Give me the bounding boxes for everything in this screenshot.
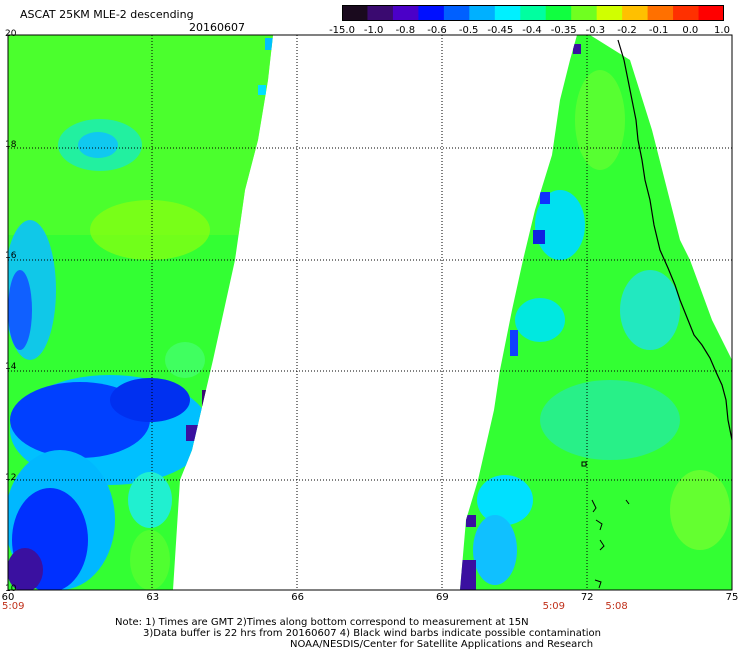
colorbar-swatch [673,5,700,21]
colorbar-swatch [571,5,598,21]
note-line-1: Note: 1) Times are GMT 2)Times along bot… [115,617,529,628]
colorbar-swatch [418,5,445,21]
colorbar-label: -0.8 [395,25,416,36]
lat-tick-label: 10 [5,584,17,594]
colorbar-label: -0.2 [617,25,637,36]
colorbar-label: -0.45 [487,25,514,36]
lon-tick-label: 60 [1,592,15,603]
colorbar-label: -0.1 [648,25,669,36]
graticule [8,35,732,590]
colorbar-label: -0.5 [458,25,479,36]
lon-tick-label: 75 [725,592,739,603]
map-date: 20160607 [189,21,245,34]
colorbar-label: -0.4 [522,25,542,36]
lon-tick-label: 63 [146,592,160,603]
colorbar-label: -0.35 [550,25,577,36]
colorbar-label: -0.3 [585,25,606,36]
note-line-3: NOAA/NESDIS/Center for Satellite Applica… [290,639,594,650]
coastline [617,39,733,441]
lat-tick-label: 12 [5,473,17,483]
lat-tick-label: 14 [5,362,17,372]
colorbar [342,5,724,21]
colorbar-swatch [698,5,724,21]
pass-time-label: 5:09 [2,601,25,612]
lon-tick-label: 66 [291,592,304,603]
colorbar-label: -0.6 [427,25,447,36]
left-swath [8,35,273,590]
map-frame [7,34,733,591]
pass-time-label: 5:08 [605,601,628,612]
colorbar-label: 1.0 [714,25,730,36]
colorbar-label: -15.0 [329,25,355,36]
lat-tick-label: 16 [5,251,17,261]
colorbar-swatch [545,5,572,21]
colorbar-label: -1.0 [363,25,384,36]
colorbar-swatch [494,5,521,21]
colorbar-swatch [520,5,547,21]
map-title: ASCAT 25KM MLE-2 descending [20,8,194,21]
colorbar-swatch [647,5,674,21]
lon-tick-label: 69 [436,592,449,603]
islands [581,461,630,589]
colorbar-swatch [342,5,368,21]
pass-time-label: 5:09 [542,601,566,612]
right-swath [460,35,732,590]
colorbar-swatch [392,5,419,21]
colorbar-frame [342,5,724,21]
lat-tick-label: 18 [5,140,17,150]
colorbar-swatch [469,5,496,21]
colorbar-label: 0.0 [682,25,699,36]
colorbar-swatch [596,5,623,21]
colorbar-swatch [622,5,649,21]
colorbar-swatch [367,5,394,21]
note-line-2: 3)Data buffer is 22 hrs from 20160607 4)… [143,628,601,639]
colorbar-swatch [443,5,470,21]
lat-tick-label: 20 [5,29,17,39]
lon-tick-label: 72 [580,592,594,603]
